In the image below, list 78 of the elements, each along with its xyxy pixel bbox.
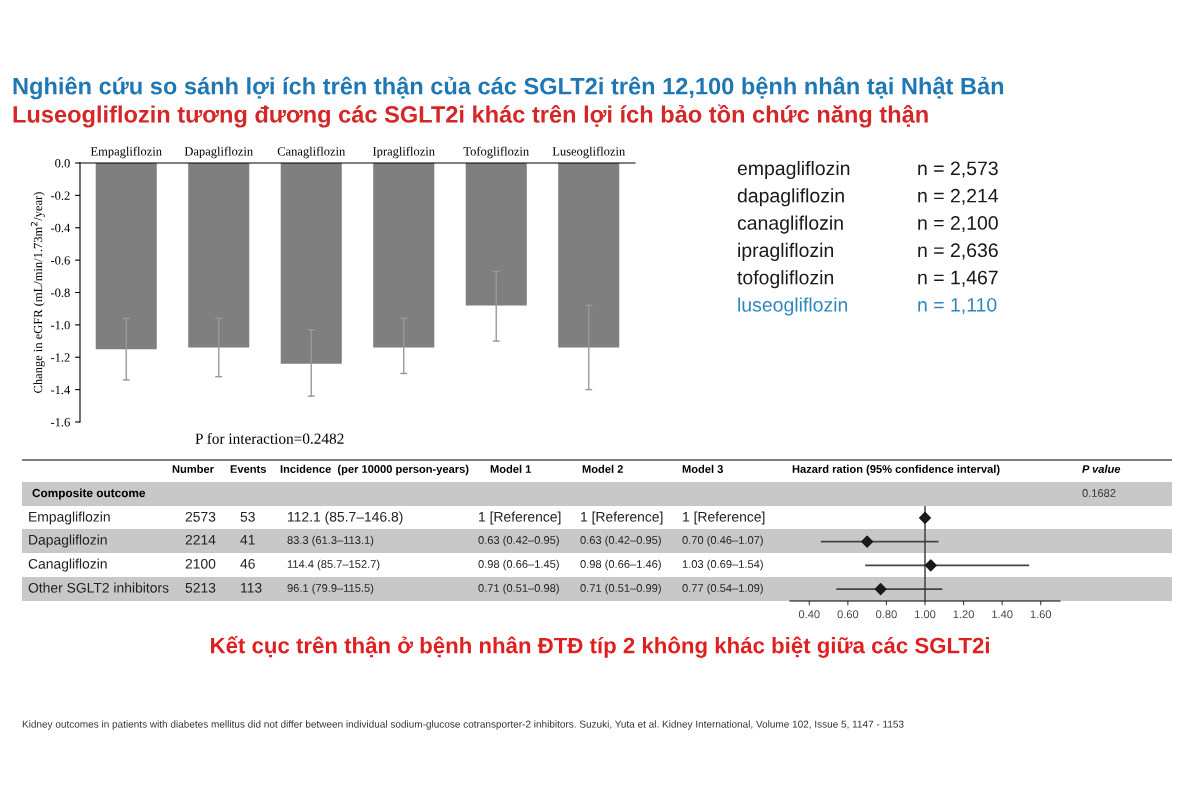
x-tick-label: Canagliflozin <box>277 146 346 159</box>
x-tick-label: Luseogliflozin <box>552 146 626 159</box>
text: 0.70 (0.46–1.07) <box>682 535 763 547</box>
y-tick-label: -0.2 <box>50 191 70 200</box>
text: 1 [Reference] <box>479 511 561 525</box>
text: 2100 <box>185 558 216 569</box>
text: Composite outcome <box>32 488 146 500</box>
text: dapagliflozin <box>737 188 844 207</box>
chart-title: Nghiên cứu so sánh lợi ích trên thận của các SGLT2i trên 12,100 bệnh nhân tại Nhật Bản <box>13 76 1004 100</box>
y-tick-label: 0.0 <box>55 159 70 168</box>
text: P value <box>1082 464 1121 473</box>
text: 0.63 (0.42–0.95) <box>478 535 559 547</box>
x-tick-label: Dapagliflozin <box>184 146 253 159</box>
text: tofogliflozin <box>737 270 834 289</box>
text: 0.77 (0.54–1.09) <box>682 583 763 595</box>
text: Other SGLT2 inhibitors <box>28 582 169 593</box>
text: 83.3 (61.3–113.1) <box>287 535 374 547</box>
text: canagliflozin <box>737 215 843 234</box>
x-tick-label: 1.40 <box>992 610 1013 619</box>
y-tick-label: -1.6 <box>50 418 70 427</box>
text: 0.1682 <box>1082 489 1116 497</box>
text: n = 2,573 <box>918 161 998 178</box>
text: n = 2,100 <box>918 216 998 233</box>
y-tick-label: -1.4 <box>50 385 71 395</box>
text: 41 <box>240 535 255 545</box>
y-axis-title: Change in eGFR (mL/min/1.73m$^{2}$/year) <box>30 192 45 393</box>
text: 1 [Reference] <box>581 511 663 525</box>
x-tick-label: 1.00 <box>915 610 936 619</box>
text: 112.1 (85.7–146.8) <box>288 511 403 525</box>
text: 2573 <box>185 511 216 522</box>
text: Model 3 <box>682 464 723 473</box>
text: 0.98 (0.66–1.45) <box>478 559 559 571</box>
text: Incidence (per 10000 person-years) <box>280 464 469 476</box>
y-tick-label: -1.0 <box>50 320 70 330</box>
y-tick-label: -0.4 <box>50 223 71 233</box>
text: Kidney outcomes in patients with diabetes mellitus did not differ between individual sodium-glucose cotransporter-2 inhibitors. Suzuki, Yuta et al. Kidney International, Volume 102, Issue 5, 1147 - 1153 <box>22 720 904 730</box>
text: P for interaction=0.2482 <box>195 432 344 444</box>
x-tick-label: 1.20 <box>953 610 974 619</box>
x-tick-label: Tofogliflozin <box>463 146 529 159</box>
text: Model 2 <box>582 464 623 473</box>
text: 46 <box>240 558 255 569</box>
text: n = 1,110 <box>918 297 997 315</box>
y-tick-label: -1.2 <box>50 353 70 362</box>
text: 0.71 (0.51–0.99) <box>580 583 661 595</box>
text: 0.71 (0.51–0.98) <box>478 583 559 595</box>
text: 0.98 (0.66–1.46) <box>580 559 661 571</box>
text: Empagliflozin <box>29 511 110 525</box>
text: Events <box>230 465 266 473</box>
text: empagliflozin <box>737 160 850 180</box>
text: Model 1 <box>490 464 532 473</box>
text: n = 1,467 <box>918 270 998 287</box>
x-tick-label: 1.60 <box>1030 610 1052 619</box>
chart-subtitle: Luseogliflozin tương đương các SGLT2i khác trên lợi ích bảo tồn chức năng thận <box>13 104 928 128</box>
x-tick-label: 0.60 <box>837 610 859 619</box>
text: 113 <box>241 582 262 593</box>
text: n = 2,636 <box>918 243 998 260</box>
text: 114.4 (85.7–152.7) <box>287 559 380 571</box>
text: Hazard ration (95% confidence interval) <box>792 464 1000 476</box>
y-tick-label: -0.6 <box>50 256 70 265</box>
y-tick-label: -0.8 <box>50 288 70 298</box>
x-tick-label: Empagliflozin <box>90 146 162 159</box>
text: 0.63 (0.42–0.95) <box>580 535 661 547</box>
text: Dapagliflozin <box>29 534 107 548</box>
text: Kết cục trên thận ở bệnh nhân ĐTĐ típ 2 không khác biệt giữa các SGLT2i <box>211 636 989 658</box>
text: 1 [Reference] <box>683 511 765 525</box>
text: 1.03 (0.69–1.54) <box>682 559 763 571</box>
text: 2214 <box>185 534 216 545</box>
text: 53 <box>240 511 255 522</box>
text: 5213 <box>185 582 216 593</box>
text: n = 2,214 <box>918 188 999 205</box>
x-tick-label: 0.80 <box>876 610 897 619</box>
text: Number <box>172 464 214 473</box>
x-tick-label: Ipragliflozin <box>372 146 435 159</box>
text: Canagliflozin <box>28 558 107 572</box>
text: 96.1 (79.9–115.5) <box>287 583 374 595</box>
text: luseogliflozin <box>738 297 848 316</box>
x-tick-label: 0.40 <box>798 610 820 619</box>
text: ipragliflozin <box>738 242 834 261</box>
